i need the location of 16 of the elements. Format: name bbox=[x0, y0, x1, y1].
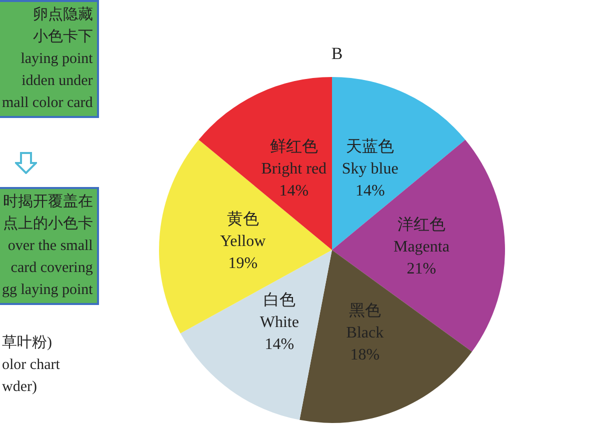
data-label: 14% bbox=[355, 182, 385, 200]
text: over the small card covering gg laying point bbox=[2, 237, 93, 300]
text: 草叶粉) olor chart wder) bbox=[2, 334, 60, 397]
data-label: 14% bbox=[279, 182, 309, 200]
slice-label: 白色 White bbox=[260, 292, 299, 331]
data-label: 19% bbox=[228, 255, 258, 272]
data-label: 21% bbox=[406, 260, 436, 278]
slice-label: 天蓝色 Sky blue bbox=[342, 138, 398, 178]
data-label: 18% bbox=[350, 346, 380, 364]
text: laying point idden under mall color card bbox=[2, 50, 93, 113]
slice-label: 黑色 Black bbox=[346, 302, 384, 342]
slice-label: 黄色 Yellow bbox=[220, 210, 266, 250]
slice-label: 洋红色 Magenta bbox=[393, 216, 450, 256]
slice-label: 鲜红色 Bright red bbox=[261, 138, 327, 178]
data-label: 14% bbox=[264, 336, 294, 353]
chart-title: B bbox=[331, 44, 343, 63]
